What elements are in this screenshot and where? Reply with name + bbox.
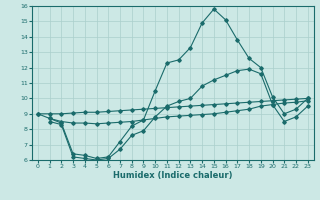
X-axis label: Humidex (Indice chaleur): Humidex (Indice chaleur)	[113, 171, 233, 180]
